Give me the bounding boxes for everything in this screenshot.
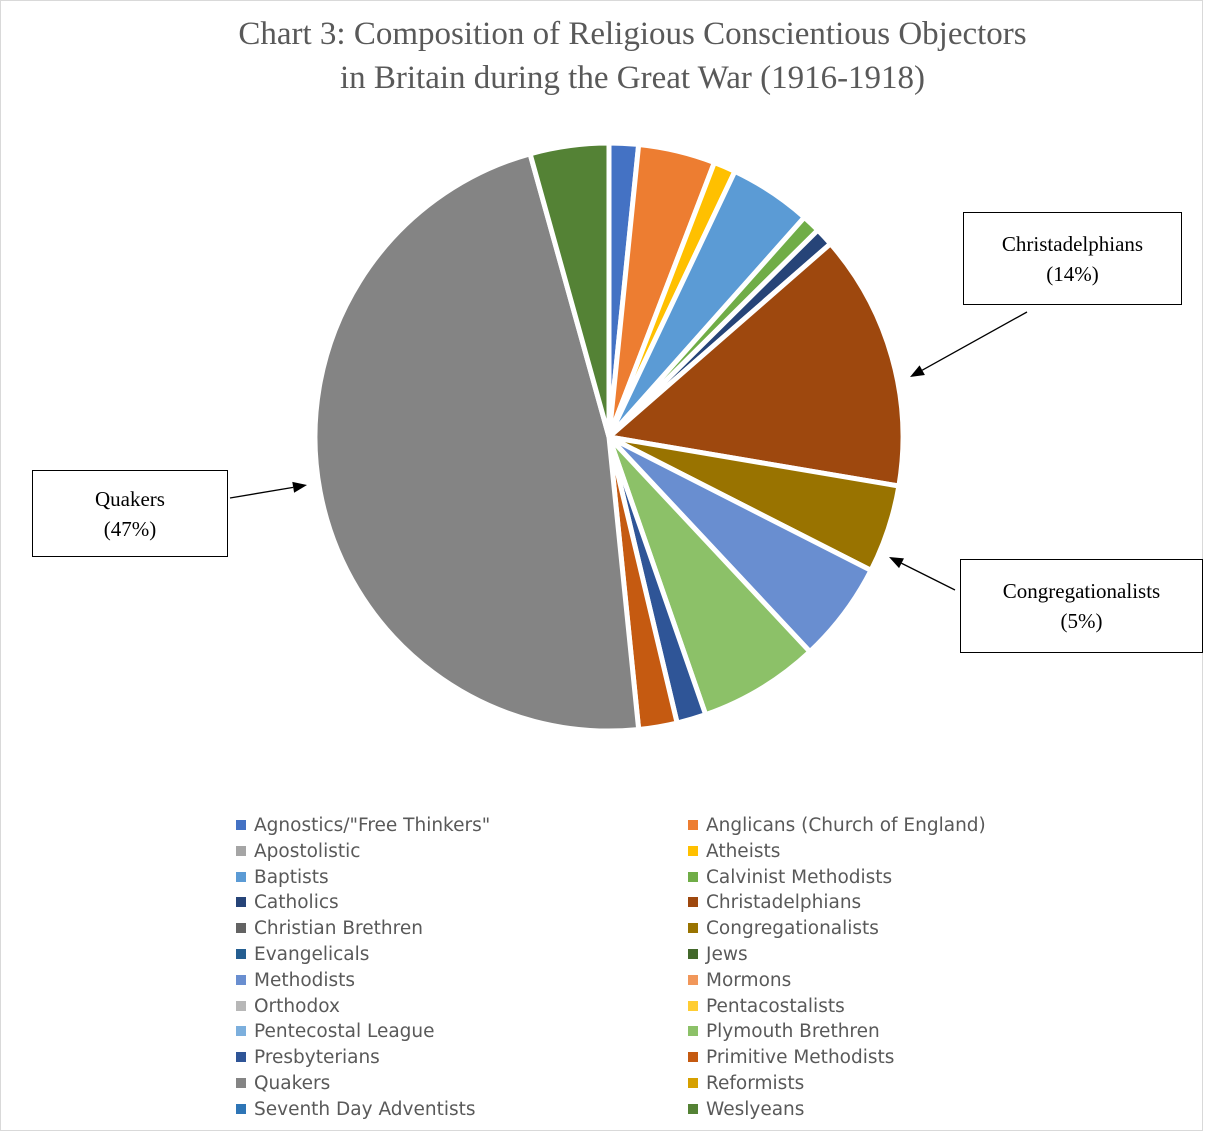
legend-swatch: [688, 845, 698, 856]
legend-swatch: [236, 1078, 246, 1088]
congregationalists-arrow-line: [901, 562, 956, 591]
legend-label: Baptists: [254, 866, 329, 888]
christadelphians-arrow-head: [910, 365, 925, 377]
pie-slice-quakers: [312, 151, 642, 734]
callout-christadelphians-pct: (14%): [1046, 261, 1099, 286]
chart-title: Chart 3: Composition of Religious Consci…: [0, 12, 1205, 100]
legend-swatch: [688, 1052, 698, 1063]
callout-congregationalists-name: Congregationalists: [1002, 579, 1161, 603]
legend-item-methodists: Methodists: [236, 968, 355, 994]
legend-label: Catholics: [254, 892, 339, 914]
legend-swatch: [236, 820, 246, 830]
legend-swatch: [236, 974, 246, 985]
legend-item-weslyeans: Weslyeans: [688, 1097, 804, 1123]
legend-swatch: [236, 871, 246, 882]
legend-swatch: [688, 923, 698, 934]
legend-item-christadelphians: Christadelphians: [688, 890, 861, 916]
callout-arrows: [229, 311, 1028, 591]
legend-swatch: [688, 871, 698, 882]
legend-label: Jews: [706, 944, 748, 965]
legend-label: Calvinist Methodists: [706, 866, 893, 888]
legend-swatch: [236, 1026, 246, 1037]
legend-item-evangelicals: Evangelicals: [236, 942, 369, 968]
legend-label: Apostolistic: [254, 840, 361, 862]
legend-swatch: [688, 1103, 698, 1114]
legend-item-congregationalists: Congregationalists: [688, 916, 879, 942]
callout-congregationalists-pct: (5%): [1060, 609, 1103, 633]
legend-swatch: [236, 923, 246, 934]
congregationalists-arrow-head: [889, 557, 904, 569]
legend-label: Methodists: [254, 969, 356, 991]
legend-item-reformists: Reformists: [688, 1071, 804, 1097]
chart-title-line-2: in Britain during the Great War (1916-19…: [339, 60, 926, 96]
legend-item-christian-brethren: Christian Brethren: [236, 916, 423, 942]
legend-item-pentecostal-league: Pentecostal League: [236, 1019, 435, 1045]
legend-label: Congregationalists: [706, 918, 879, 940]
legend-item-calvinist-methodists: Calvinist Methodists: [688, 865, 892, 891]
legend-label: Presbyterians: [254, 1047, 380, 1069]
legend-swatch: [688, 820, 698, 830]
callout-congregationalists: Congregationalists (5%): [960, 559, 1203, 653]
legend-swatch: [236, 897, 246, 908]
legend-swatch: [236, 1052, 246, 1063]
legend-label: Reformists: [706, 1073, 805, 1094]
callout-quakers-name: Quakers: [95, 486, 165, 511]
legend-swatch: [236, 845, 246, 856]
legend-label: Christian Brethren: [254, 918, 423, 940]
pie-slice-christadelphians: [606, 241, 906, 489]
chart-title-line-1: Chart 3: Composition of Religious Consci…: [238, 16, 1027, 52]
legend-label: Anglicans (Church of England): [706, 815, 986, 836]
legend-label: Quakers: [254, 1073, 331, 1094]
legend-label: Pentacostalists: [706, 995, 845, 1017]
legend-item-quakers: Quakers: [236, 1071, 330, 1097]
legend-swatch: [688, 949, 698, 959]
legend-label: Primitive Methodists: [706, 1047, 895, 1069]
legend-label: Evangelicals: [254, 944, 370, 965]
legend-label: Seventh Day Adventists: [254, 1098, 476, 1120]
legend-label: Orthodox: [254, 995, 340, 1017]
legend-item-primitive-methodists: Primitive Methodists: [688, 1045, 894, 1071]
legend-swatch: [236, 949, 246, 959]
legend-swatch: [688, 897, 698, 908]
legend-item-mormons: Mormons: [688, 968, 791, 994]
legend-item-presbyterians: Presbyterians: [236, 1045, 380, 1071]
legend-item-plymouth-brethren: Plymouth Brethren: [688, 1019, 880, 1045]
legend-item-seventh-day-adventists: Seventh Day Adventists: [236, 1097, 476, 1123]
legend-swatch: [688, 1026, 698, 1037]
legend-label: Agnostics/"Free Thinkers": [254, 815, 491, 836]
callout-quakers-pct: (47%): [103, 516, 157, 541]
legend-swatch: [688, 974, 698, 985]
legend-label: Mormons: [706, 969, 792, 991]
legend-item-catholics: Catholics: [236, 890, 339, 916]
legend-item-anglicans-church-of-england: Anglicans (Church of England): [688, 813, 986, 839]
legend-item-apostolistic: Apostolistic: [236, 839, 360, 865]
legend-item-atheists: Atheists: [688, 839, 780, 865]
pie-slice-weslyeans: [527, 140, 612, 440]
callout-christadelphians: Christadelphians (14%): [963, 212, 1182, 305]
legend-item-agnostics-free-thinkers: Agnostics/"Free Thinkers": [236, 813, 490, 839]
legend-label: Weslyeans: [706, 1098, 805, 1120]
legend-swatch: [688, 1000, 698, 1011]
legend-swatch: [688, 1078, 698, 1088]
legend-label: Plymouth Brethren: [706, 1021, 880, 1043]
legend-item-baptists: Baptists: [236, 865, 329, 891]
christadelphians-arrow-line: [921, 311, 1028, 371]
legend-item-pentacostalists: Pentacostalists: [688, 994, 845, 1020]
legend-swatch: [236, 1000, 246, 1011]
legend-swatch: [236, 1103, 246, 1114]
legend-label: Pentecostal League: [254, 1021, 435, 1043]
quakers-arrow-line: [229, 486, 294, 499]
callout-christadelphians-name: Christadelphians: [1001, 231, 1144, 256]
legend-item-jews: Jews: [688, 942, 748, 968]
quakers-arrow-head: [292, 481, 307, 493]
pie-slices: [312, 140, 906, 734]
legend-label: Christadelphians: [706, 892, 862, 914]
callout-quakers: Quakers (47%): [32, 470, 228, 557]
legend-item-orthodox: Orthodox: [236, 994, 340, 1020]
legend-label: Atheists: [706, 840, 781, 862]
